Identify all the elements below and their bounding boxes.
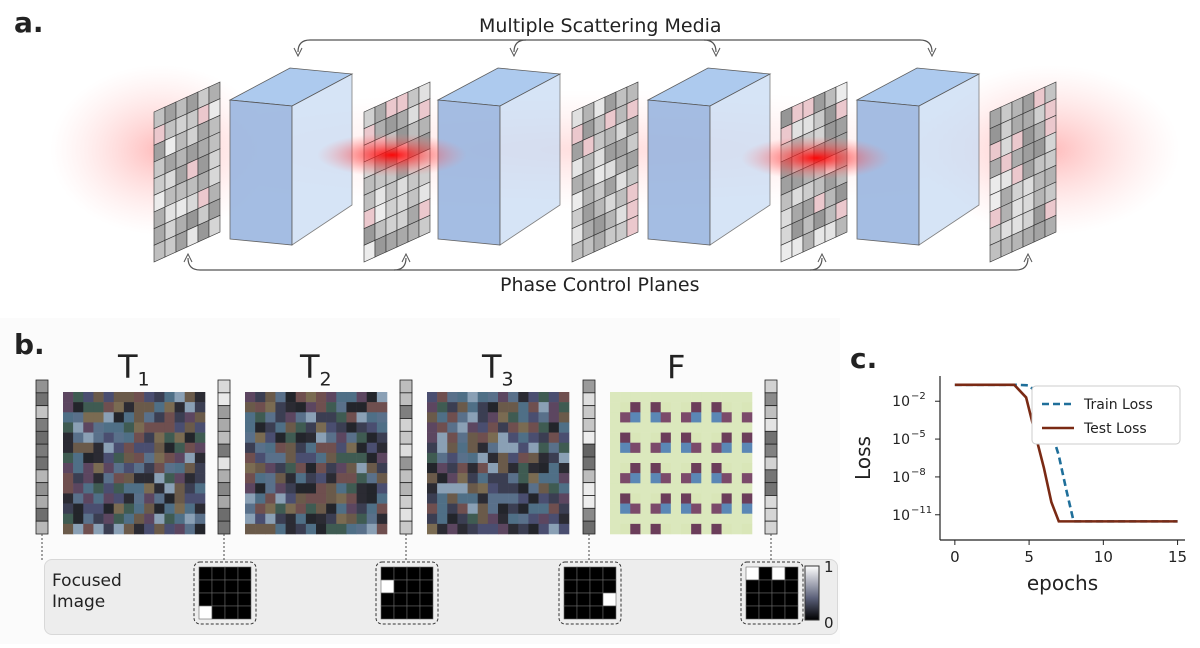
panel-a-letter: a. bbox=[14, 6, 44, 39]
scattering-medium-4 bbox=[855, 67, 981, 246]
matrix-label-t3: T3 bbox=[482, 348, 514, 391]
x-tick-label: 10 bbox=[1094, 548, 1113, 566]
focused-image-4 bbox=[740, 561, 804, 625]
x-tick-label: 0 bbox=[950, 548, 960, 566]
y-axis-label: Loss bbox=[851, 436, 875, 480]
focused-image-3 bbox=[558, 561, 622, 625]
y-tick-label: 10 bbox=[892, 508, 910, 524]
matrix-label-t1: T1 bbox=[118, 348, 150, 391]
panel-a: a. Multiple Scattering Media Phase Contr… bbox=[0, 0, 1200, 310]
matrix-label-t2: T2 bbox=[300, 348, 332, 391]
x-tick-label: 15 bbox=[1168, 548, 1187, 566]
colorbar-min-label: 0 bbox=[824, 614, 834, 632]
media-bracket bbox=[293, 39, 937, 58]
panel-b-graphics: 1 0 bbox=[35, 379, 834, 632]
phase-vector-1 bbox=[35, 379, 49, 562]
panel-b-letter: b. bbox=[14, 328, 45, 361]
phase-vector-2 bbox=[217, 379, 231, 562]
y-tick-label: 10 bbox=[892, 432, 910, 448]
y-tick-exponent: −8 bbox=[911, 467, 926, 478]
focused-image-1 bbox=[193, 561, 257, 625]
focus-spot-1 bbox=[317, 133, 467, 177]
phase-vector-3 bbox=[399, 379, 413, 562]
transmission-matrix-2 bbox=[245, 392, 388, 535]
panel-a-illustration bbox=[50, 39, 1180, 271]
focused-image-label: Focused Image bbox=[52, 571, 122, 612]
planes-label: Phase Control Planes bbox=[500, 274, 700, 296]
media-label: Multiple Scattering Media bbox=[479, 15, 722, 37]
planes-bracket bbox=[183, 252, 1033, 271]
legend-label: Test Loss bbox=[1083, 421, 1147, 437]
phase-plane-3 bbox=[571, 81, 639, 263]
y-tick-exponent: −5 bbox=[911, 429, 926, 440]
phase-plane-5 bbox=[989, 81, 1057, 263]
x-tick-label: 5 bbox=[1024, 548, 1034, 566]
phase-vector-5 bbox=[764, 379, 778, 562]
series-line-test-loss bbox=[954, 383, 1178, 523]
y-tick-label: 10 bbox=[892, 394, 910, 410]
phase-plane-1 bbox=[153, 81, 221, 263]
x-axis-label: epochs bbox=[1027, 571, 1098, 595]
panel-c: c. 0 5 10 15 10 −2 10 −5 10 −8 10 −11 epochs Loss Trai… bbox=[840, 318, 1200, 644]
scattering-medium-2 bbox=[436, 67, 562, 246]
focus-spot-2 bbox=[741, 136, 891, 180]
legend-label: Train Loss bbox=[1083, 397, 1153, 413]
panel-c-letter: c. bbox=[850, 342, 878, 375]
y-tick-label: 10 bbox=[892, 470, 910, 486]
matrix-label-f: F bbox=[667, 348, 686, 386]
panel-b: b. T1 T2 T3 F Focused Image 1 0 bbox=[0, 318, 840, 644]
y-tick-exponent: −11 bbox=[911, 505, 932, 516]
focused-image-box bbox=[44, 559, 838, 635]
f-matrix bbox=[610, 392, 753, 535]
colorbar bbox=[804, 565, 820, 621]
transmission-matrix-3 bbox=[427, 392, 570, 535]
legend-box bbox=[1031, 385, 1181, 445]
transmission-matrix-1 bbox=[63, 392, 206, 535]
scattering-medium-3 bbox=[646, 67, 772, 246]
y-tick-exponent: −2 bbox=[911, 391, 926, 402]
colorbar-max-label: 1 bbox=[824, 558, 834, 576]
phase-vector-4 bbox=[582, 379, 596, 562]
focused-image-2 bbox=[375, 561, 439, 625]
